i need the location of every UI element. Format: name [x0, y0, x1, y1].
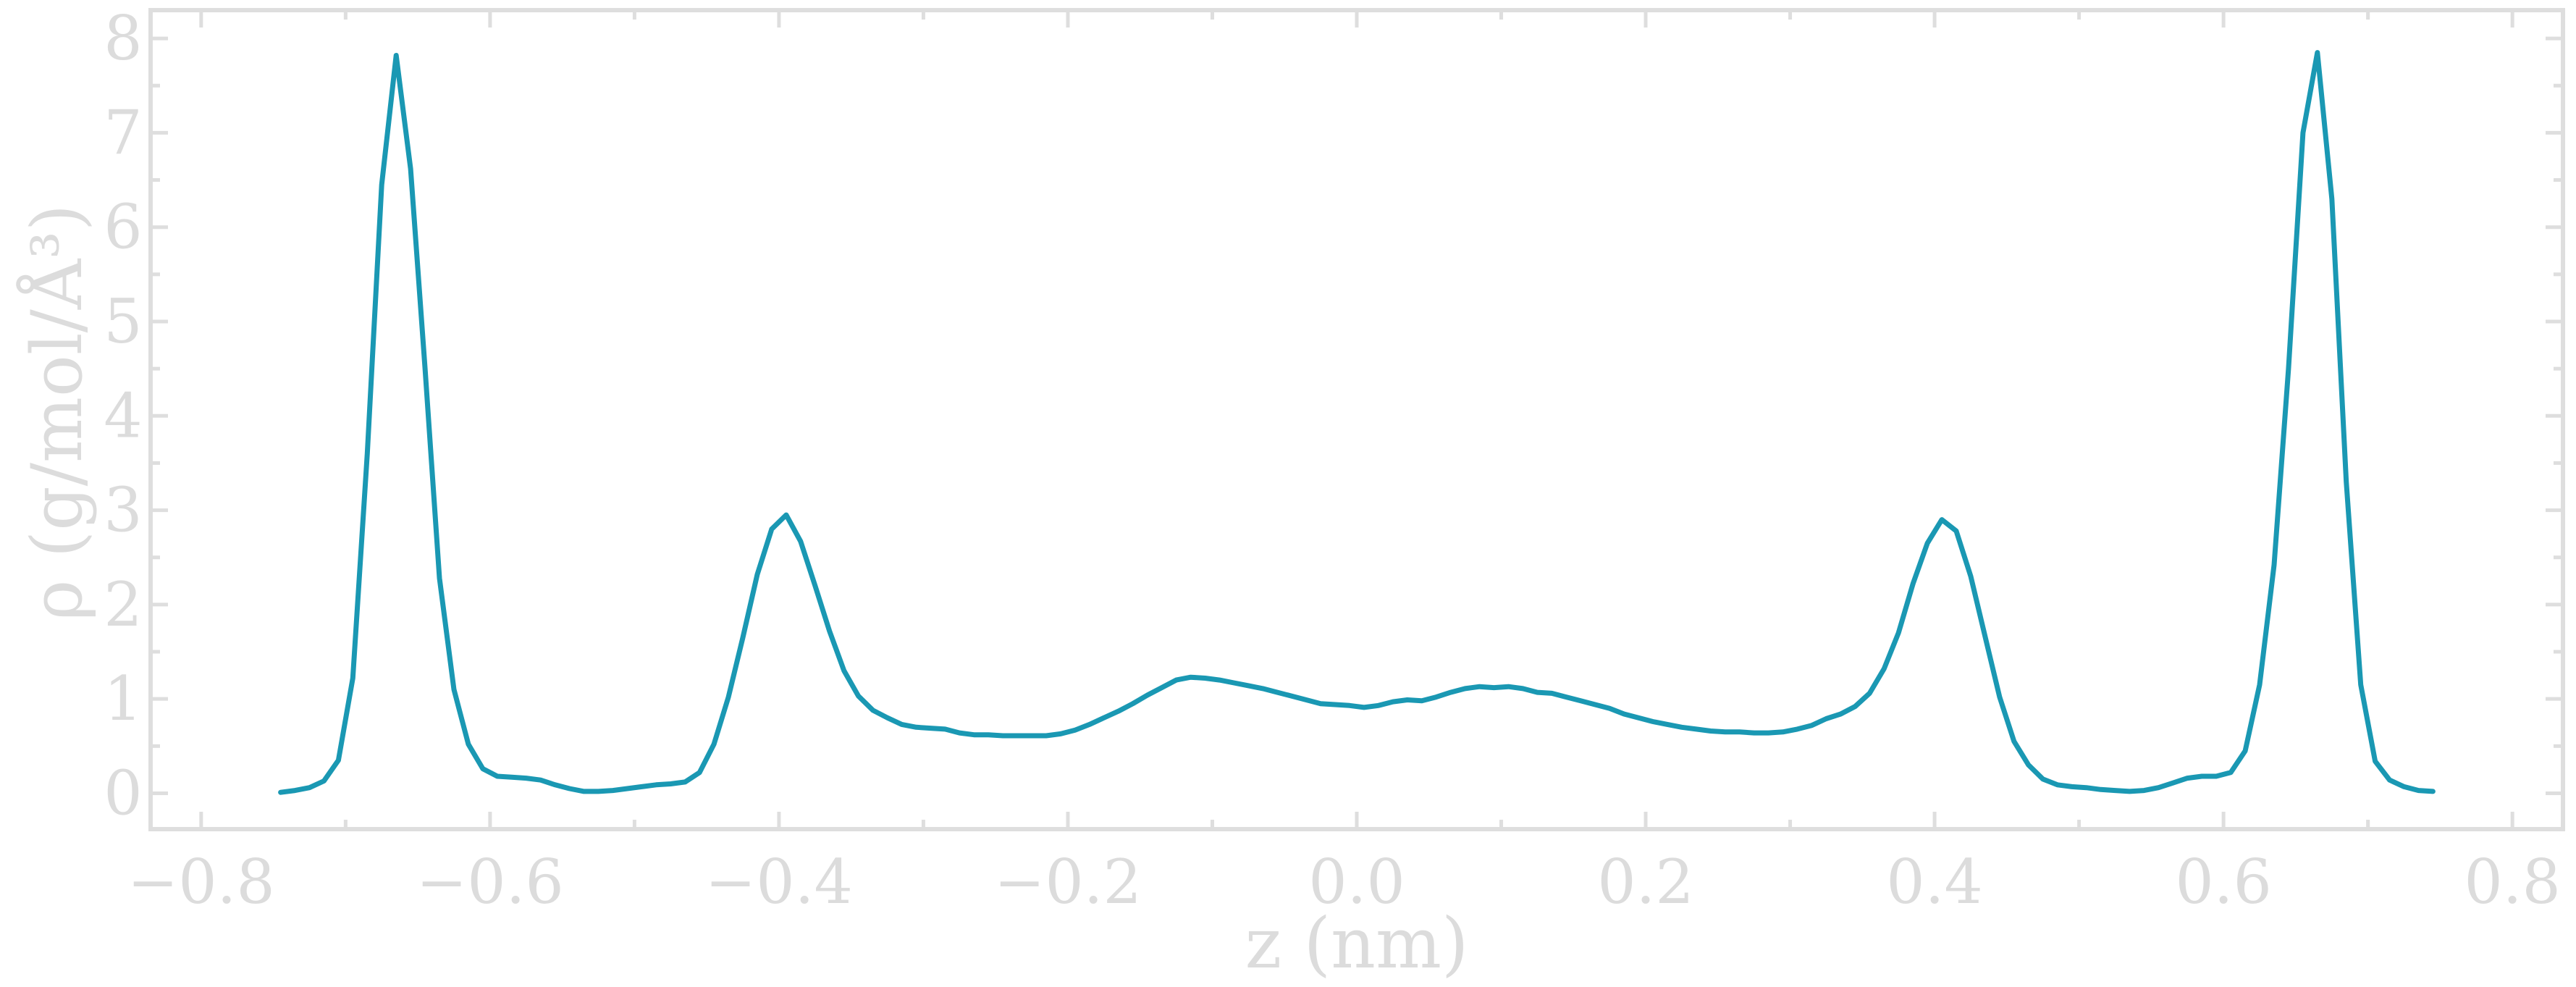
- x-tick-labels: −0.8 −0.6 −0.4 −0.2 0.0 0.2 0.4 0.6 0.8: [127, 847, 2561, 917]
- x-axis-label: z (nm): [1245, 903, 1469, 984]
- y-tick-label: 6: [104, 192, 142, 263]
- x-tick-label: 0.2: [1597, 847, 1694, 917]
- x-tick-label: 0.4: [1886, 847, 1983, 917]
- series-layer: [278, 50, 2436, 795]
- x-tick-label: −0.4: [705, 847, 853, 917]
- y-tick-label: 1: [104, 663, 142, 734]
- y-tick-label: 3: [104, 475, 142, 546]
- x-tick-label: −0.2: [994, 847, 1142, 917]
- y-axis-label: ρ (g/mol/Å³): [17, 204, 98, 621]
- y-tick-label: 5: [104, 286, 142, 357]
- density-series-line: [278, 50, 2436, 795]
- y-tick-label: 0: [104, 757, 142, 828]
- x-tick-label: −0.6: [416, 847, 564, 917]
- x-tick-label: 0.6: [2175, 847, 2272, 917]
- plot-frame: [148, 8, 2565, 831]
- x-tick-label: −0.8: [127, 847, 275, 917]
- y-tick-labels: 0 1 2 3 4 5 6 7 8: [104, 3, 142, 828]
- x-tick-label: 0.8: [2464, 847, 2561, 917]
- y-tick-label: 4: [104, 380, 142, 451]
- y-tick-label: 7: [104, 97, 142, 168]
- y-tick-label: 2: [104, 569, 142, 640]
- y-tick-label: 8: [104, 3, 142, 74]
- x-tick-label: 0.0: [1308, 847, 1405, 917]
